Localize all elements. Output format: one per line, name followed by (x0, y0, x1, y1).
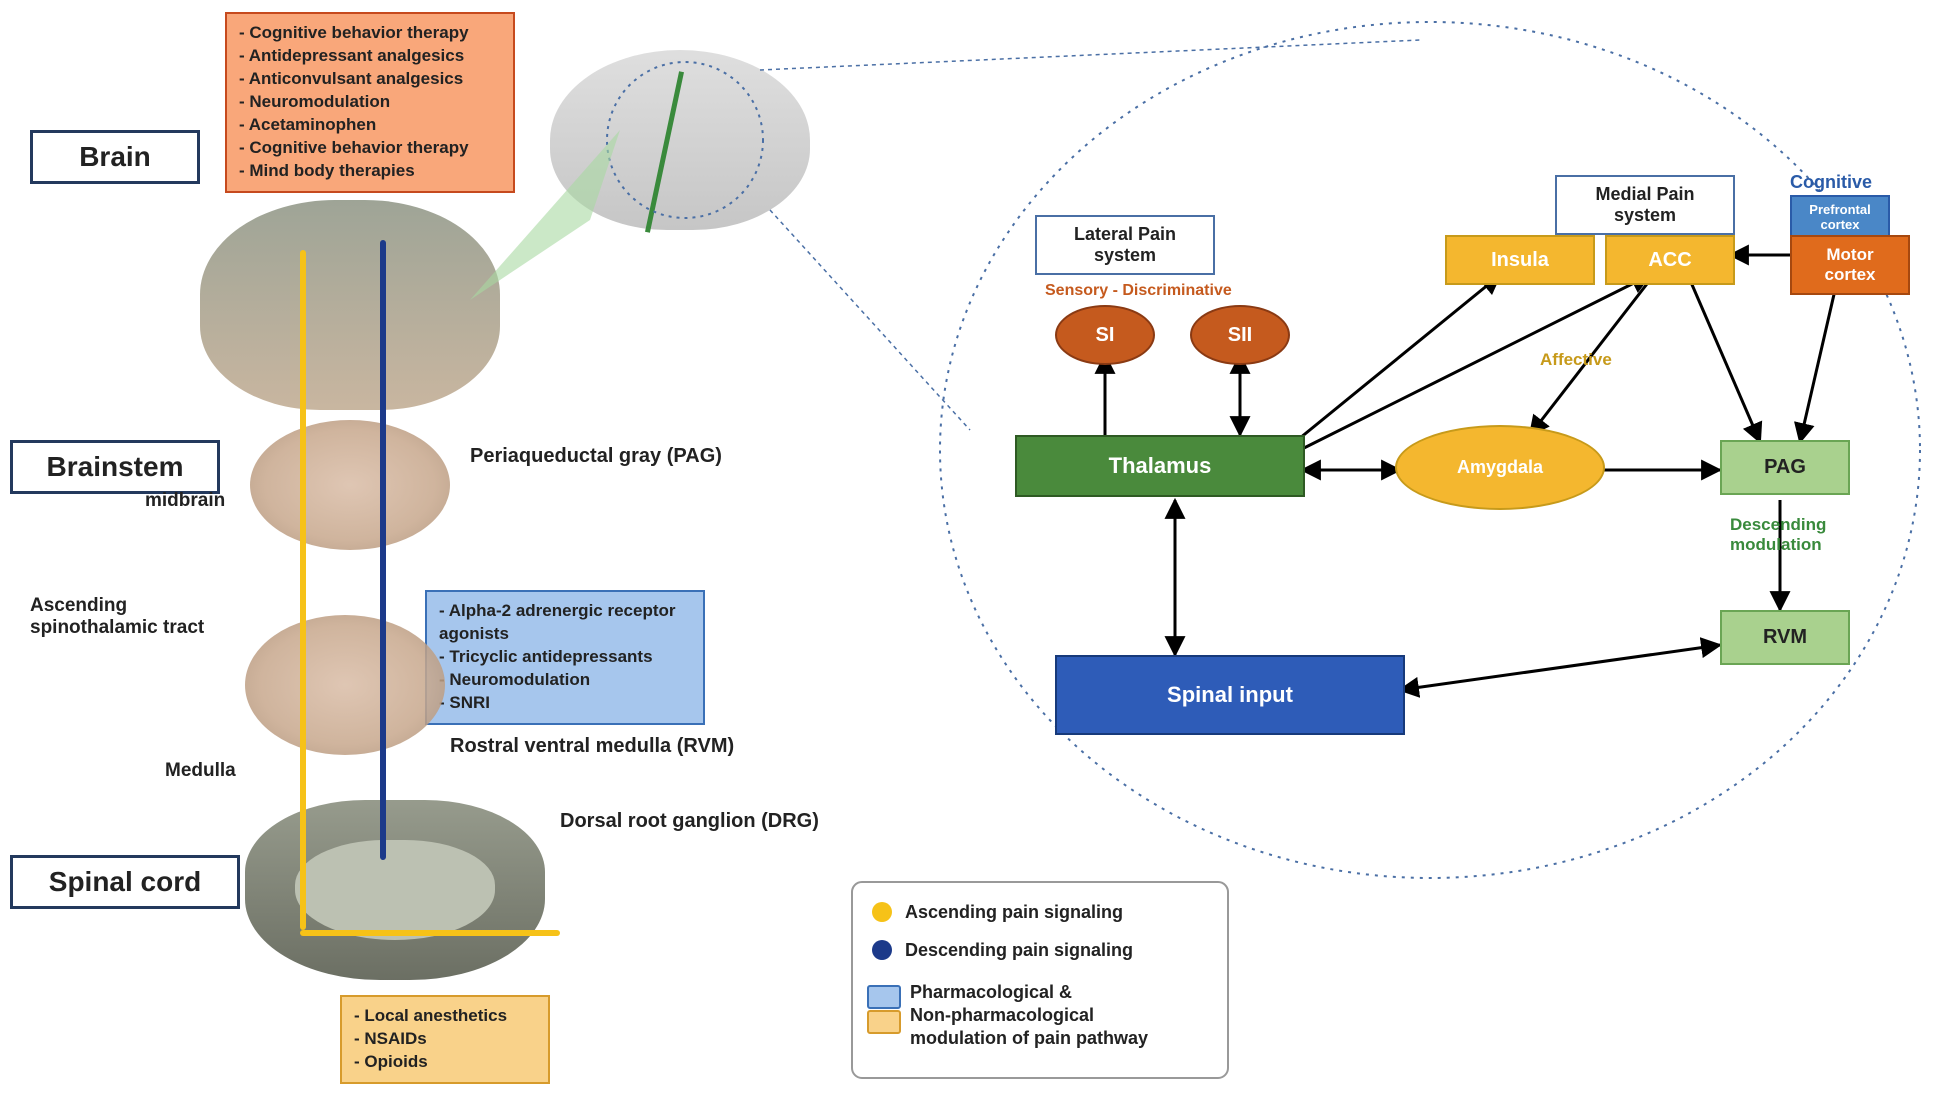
callout-spinal-line: - Local anesthetics (354, 1005, 536, 1028)
detail-node-motor-cortex: Motor cortex (1790, 235, 1910, 295)
callout-spinal-line: - NSAIDs (354, 1028, 536, 1051)
detail-node-s1: SI (1055, 305, 1155, 365)
callout-spinal-therapies: - Local anesthetics - NSAIDs - Opioids (340, 995, 550, 1084)
callout-brain-line: - Cognitive behavior therapy (239, 22, 501, 45)
callout-brainstem-line: - Neuromodulation (439, 669, 691, 692)
spinal-grey-matter (295, 840, 495, 940)
ascending-pathway-line (300, 250, 306, 930)
detail-node-thalamus: Thalamus (1015, 435, 1305, 497)
detail-node-pag: PAG (1720, 440, 1850, 495)
midbrain-illustration (250, 420, 450, 550)
medulla-illustration (245, 615, 445, 755)
detail-lateral-system-label: Lateral Pain system (1035, 215, 1215, 275)
detail-node-rvm: RVM (1720, 610, 1850, 665)
legend-text-mod3: modulation of pain pathway (910, 1028, 1148, 1049)
detail-node-s2: SII (1190, 305, 1290, 365)
legend-text-mod2: Non-pharmacological (910, 1005, 1094, 1026)
callout-brainstem-line: - Tricyclic antidepressants (439, 646, 691, 669)
legend-swatch-mod-blue (867, 985, 901, 1009)
section-label-spinalcord: Spinal cord (10, 855, 240, 909)
legend-swatch-descending (872, 940, 892, 960)
callout-brainstem-line: - SNRI (439, 692, 691, 715)
detail-node-acc: ACC (1605, 235, 1735, 285)
section-label-spinalcord-text: Spinal cord (49, 866, 201, 898)
detail-medial-system-label: Medial Pain system (1555, 175, 1735, 235)
legend-text-ascending: Ascending pain signaling (905, 902, 1123, 923)
detail-cognitive-label: Cognitive (1790, 172, 1872, 193)
label-pag: Periaqueductal gray (PAG) (470, 445, 722, 468)
detail-node-amygdala: Amygdala (1395, 425, 1605, 510)
section-label-brain-text: Brain (79, 141, 151, 173)
legend-text-mod1: Pharmacological & (910, 982, 1072, 1003)
legend-swatch-ascending (872, 902, 892, 922)
label-midbrain: midbrain (145, 490, 225, 512)
callout-brainstem-therapies: - Alpha-2 adrenergic receptor agonists -… (425, 590, 705, 725)
legend-swatch-mod-orange (867, 1010, 901, 1034)
callout-spinal-line: - Opioids (354, 1051, 536, 1074)
descending-pathway-line (380, 240, 386, 860)
callout-brain-line: - Anticonvulsant analgesics (239, 68, 501, 91)
label-medulla: Medulla (165, 760, 236, 782)
callout-brain-line: - Neuromodulation (239, 91, 501, 114)
detail-affective-label: Affective (1540, 350, 1612, 370)
callout-brainstem-line: - Alpha-2 adrenergic receptor agonists (439, 600, 691, 646)
label-rvm: Rostral ventral medulla (RVM) (450, 735, 734, 758)
section-label-brainstem-text: Brainstem (47, 451, 184, 483)
section-label-brainstem: Brainstem (10, 440, 220, 494)
callout-brain-line: - Antidepressant analgesics (239, 45, 501, 68)
section-wedge (460, 120, 660, 320)
detail-descending-modulation: Descending modulation (1730, 515, 1826, 555)
detail-node-insula: Insula (1445, 235, 1595, 285)
label-drg: Dorsal root ganglion (DRG) (560, 810, 819, 833)
label-ascending-tract: Ascending spinothalamic tract (30, 595, 204, 639)
ascending-pathway-line-2 (300, 930, 560, 936)
section-label-brain: Brain (30, 130, 200, 184)
detail-prefrontal-cortex: Prefrontal cortex (1790, 195, 1890, 239)
detail-sensory-discriminative: Sensory - Discriminative (1045, 282, 1232, 300)
legend-text-descending: Descending pain signaling (905, 940, 1133, 961)
brain-coronal-illustration (200, 200, 500, 410)
detail-node-spinal-input: Spinal input (1055, 655, 1405, 735)
